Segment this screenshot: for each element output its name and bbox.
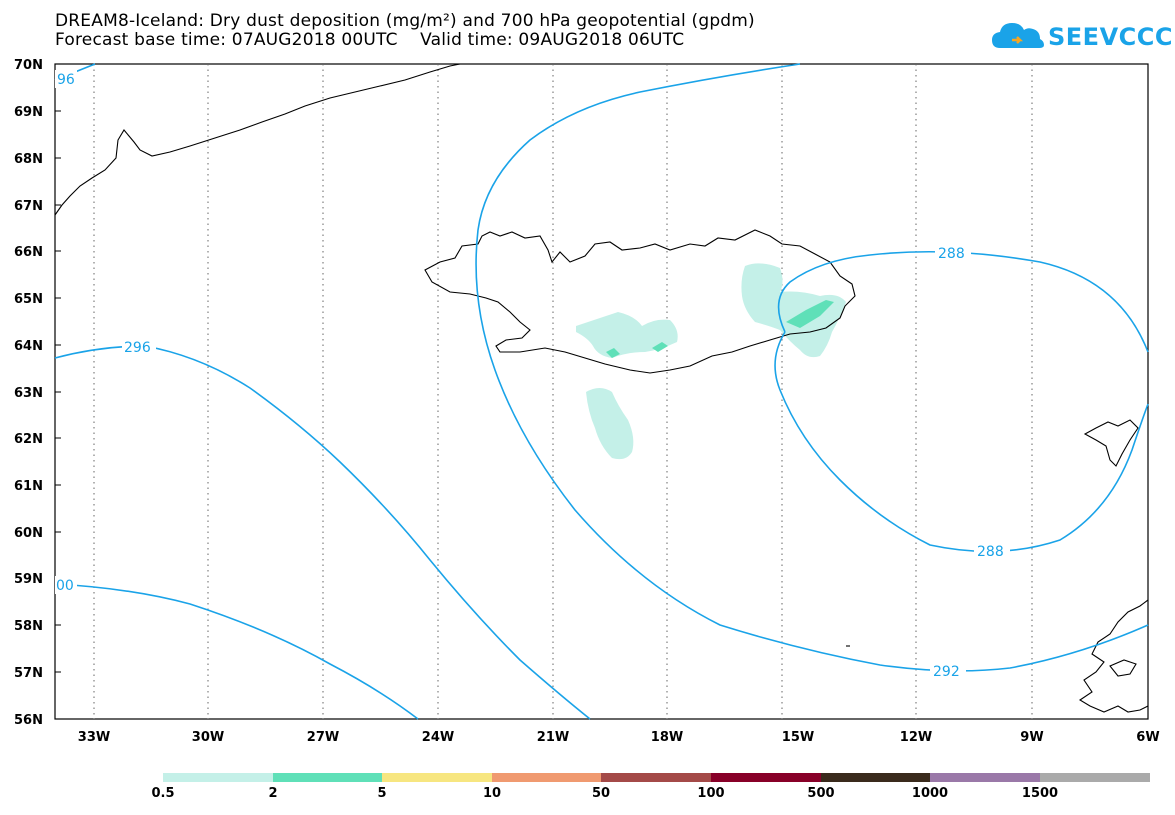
coastlines	[54, 63, 1149, 713]
lat-label: 67N	[14, 199, 43, 214]
lat-label: 64N	[14, 339, 43, 354]
contour-label: 288	[938, 246, 965, 262]
logo-text: SEEVCCC	[1048, 23, 1173, 51]
colorbar-label: 100	[697, 786, 725, 801]
contour-label: 292	[933, 664, 960, 680]
colorbar-segment	[273, 773, 382, 782]
colorbar-segment	[930, 773, 1040, 782]
lat-label: 65N	[14, 292, 43, 307]
colorbar-label: 1500	[1021, 786, 1059, 801]
lat-label: 61N	[14, 479, 43, 494]
lon-label: 18W	[651, 730, 683, 745]
lat-label: 63N	[14, 386, 43, 401]
lon-label: 24W	[422, 730, 454, 745]
colorbar-label: 5	[377, 786, 387, 801]
seevccc-logo: SEEVCCC	[990, 18, 1173, 58]
lon-gridlines	[93, 64, 1033, 719]
lon-label: 15W	[782, 730, 814, 745]
lat-label: 69N	[14, 105, 43, 120]
colorbar-segment	[821, 773, 930, 782]
colorbar-segment	[163, 773, 273, 782]
contour-label: 00	[56, 578, 74, 594]
contour-label: 296	[124, 340, 151, 356]
lat-label: 58N	[14, 619, 43, 634]
colorbar-label: 0.5	[151, 786, 175, 801]
dust-shading	[576, 263, 846, 460]
lat-labels: 70N 69N 68N 67N 66N 65N 64N 63N 62N 61N …	[14, 58, 43, 728]
lat-label: 68N	[14, 152, 43, 167]
contour-label: 96	[57, 72, 75, 88]
lon-label: 9W	[1020, 730, 1043, 745]
lon-label: 30W	[192, 730, 224, 745]
colorbar-segment	[492, 773, 601, 782]
cloud-icon	[992, 23, 1044, 48]
colorbar-segment	[711, 773, 821, 782]
lat-label: 59N	[14, 572, 43, 587]
colorbar-label: 2	[268, 786, 278, 801]
colorbar-label: 500	[807, 786, 835, 801]
lon-labels: 33W 30W 27W 24W 21W 18W 15W 12W 9W 6W	[78, 730, 1160, 745]
map-subtitle: Forecast base time: 07AUG2018 00UTC Vali…	[55, 30, 685, 50]
lat-label: 60N	[14, 526, 43, 541]
lat-label: 62N	[14, 432, 43, 447]
colorbar-label: 50	[591, 786, 611, 801]
colorbar-label: 1000	[911, 786, 949, 801]
lon-label: 27W	[307, 730, 339, 745]
lon-label: 6W	[1136, 730, 1159, 745]
lat-label: 70N	[14, 58, 43, 73]
lon-label: 12W	[900, 730, 932, 745]
lat-label: 57N	[14, 666, 43, 681]
map-title: DREAM8-Iceland: Dry dust deposition (mg/…	[55, 11, 755, 31]
lat-label: 66N	[14, 245, 43, 260]
lon-label: 33W	[78, 730, 110, 745]
axis-ticks	[55, 63, 61, 673]
colorbar-segment	[382, 773, 492, 782]
colorbar-label: 10	[482, 786, 502, 801]
dust-shading-high	[606, 300, 834, 358]
lat-label: 56N	[14, 713, 43, 728]
colorbar-segment	[1040, 773, 1150, 782]
lon-label: 21W	[537, 730, 569, 745]
contour-labels: 96 296 00 292 288 288	[55, 70, 1010, 680]
contour-label: 288	[977, 544, 1004, 560]
colorbar-segment	[601, 773, 711, 782]
